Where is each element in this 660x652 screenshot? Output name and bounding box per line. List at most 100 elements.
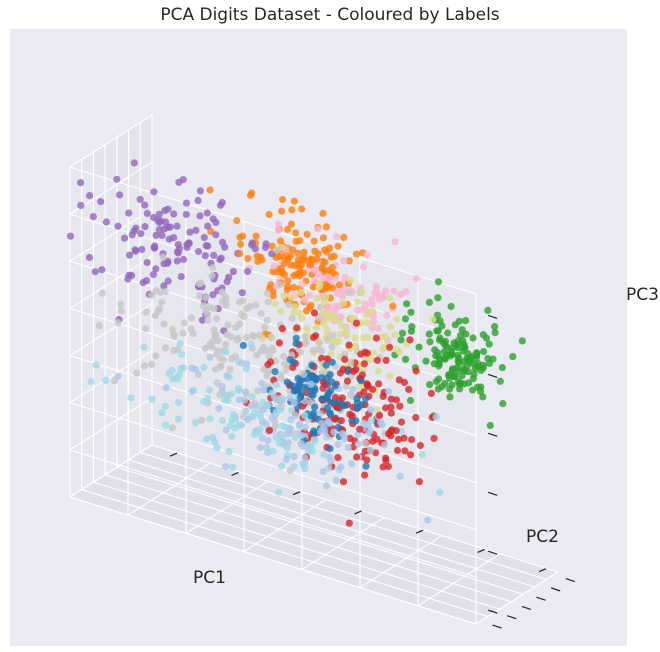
data-point-label-9 [328, 343, 336, 351]
data-point-label-0 [360, 360, 368, 368]
data-point-label-9 [159, 253, 167, 261]
data-point-label-5 [326, 419, 334, 427]
data-point-label-9 [265, 352, 273, 360]
data-point-label-7 [359, 263, 368, 271]
data-point-label-0 [353, 453, 361, 461]
data-point-label-9 [254, 387, 262, 395]
data-point-label-3 [143, 209, 151, 217]
data-point-label-9 [253, 351, 261, 359]
data-point-label-0 [384, 462, 392, 471]
left-grid-z [69, 303, 153, 357]
data-point-label-0 [341, 355, 349, 363]
data-point-label-0 [343, 377, 352, 385]
data-point-label-3 [229, 268, 237, 276]
left-grid-z [69, 444, 153, 498]
data-point-label-0 [382, 404, 390, 412]
data-point-label-6 [283, 444, 291, 452]
data-point-label-5 [286, 394, 294, 402]
data-point-label-9 [156, 305, 164, 313]
data-point-label-5 [332, 476, 340, 484]
data-point-label-0 [396, 402, 404, 410]
data-point-label-4 [239, 341, 247, 350]
data-point-label-3 [164, 223, 172, 231]
data-point-label-8 [342, 330, 350, 338]
data-point-label-1 [327, 253, 335, 261]
data-point-label-9 [256, 331, 264, 339]
data-point-label-2 [397, 336, 405, 344]
data-point-label-9 [242, 334, 251, 342]
data-point-label-1 [288, 206, 296, 214]
data-point-label-4 [283, 378, 291, 386]
data-point-label-0 [356, 425, 364, 433]
data-point-label-9 [329, 331, 337, 339]
data-point-label-3 [198, 316, 206, 324]
left-grid-z [69, 208, 153, 262]
data-point-label-3 [179, 255, 188, 264]
data-point-label-6 [161, 402, 169, 410]
data-point-label-3 [152, 265, 160, 273]
data-point-label-0 [337, 417, 345, 425]
data-point-label-3 [201, 252, 209, 260]
data-point-label-0 [387, 403, 395, 411]
data-point-label-6 [222, 347, 230, 356]
data-point-label-5 [258, 379, 266, 387]
data-point-label-9 [98, 289, 106, 297]
data-point-label-8 [330, 315, 338, 323]
data-point-label-8 [392, 345, 400, 353]
data-point-label-6 [290, 463, 298, 471]
data-point-label-6 [291, 434, 299, 442]
data-point-label-6 [227, 390, 235, 398]
data-point-label-0 [400, 378, 408, 386]
data-point-label-5 [354, 440, 362, 448]
data-point-label-1 [289, 246, 297, 254]
data-point-label-6 [250, 409, 258, 417]
floor-grid-y [69, 496, 477, 625]
data-point-label-5 [318, 426, 326, 434]
data-point-label-0 [346, 434, 354, 442]
data-point-label-2 [496, 377, 504, 385]
data-point-label-6 [213, 444, 221, 452]
data-point-label-0 [375, 380, 383, 388]
data-point-label-4 [271, 368, 279, 376]
data-point-label-9 [224, 321, 232, 329]
data-point-label-8 [368, 307, 376, 315]
data-point-label-2 [469, 386, 477, 394]
data-point-label-1 [334, 242, 342, 250]
z-tick [487, 373, 498, 378]
data-point-label-6 [218, 416, 226, 425]
data-point-label-2 [425, 330, 433, 338]
data-point-label-2 [458, 372, 466, 380]
data-point-label-9 [240, 312, 248, 321]
data-point-label-7 [274, 226, 282, 234]
data-point-label-1 [253, 252, 261, 260]
data-point-label-0 [386, 343, 394, 351]
data-point-label-2 [434, 385, 442, 393]
data-point-label-0 [364, 382, 372, 390]
data-point-label-6 [272, 408, 280, 416]
z-tick [487, 550, 498, 555]
left-grid-z [69, 350, 153, 404]
data-point-label-1 [322, 223, 330, 231]
data-point-label-0 [278, 324, 286, 333]
data-point-label-2 [498, 364, 506, 372]
data-point-label-5 [235, 396, 243, 404]
data-point-label-3 [209, 215, 217, 223]
data-point-label-5 [396, 472, 404, 480]
data-point-label-2 [454, 367, 462, 375]
data-point-label-3 [149, 271, 157, 279]
data-point-label-3 [77, 201, 85, 209]
data-point-label-1 [268, 242, 276, 250]
data-point-label-4 [289, 382, 298, 390]
data-point-label-6 [301, 411, 309, 419]
data-point-label-0 [427, 389, 435, 397]
data-point-label-2 [431, 346, 439, 354]
data-point-label-1 [309, 256, 317, 264]
data-point-label-7 [341, 273, 349, 281]
data-point-label-3 [175, 178, 183, 186]
data-point-label-6 [87, 378, 95, 386]
data-point-label-5 [364, 421, 372, 429]
data-point-label-6 [205, 386, 214, 394]
data-point-label-0 [319, 384, 327, 392]
